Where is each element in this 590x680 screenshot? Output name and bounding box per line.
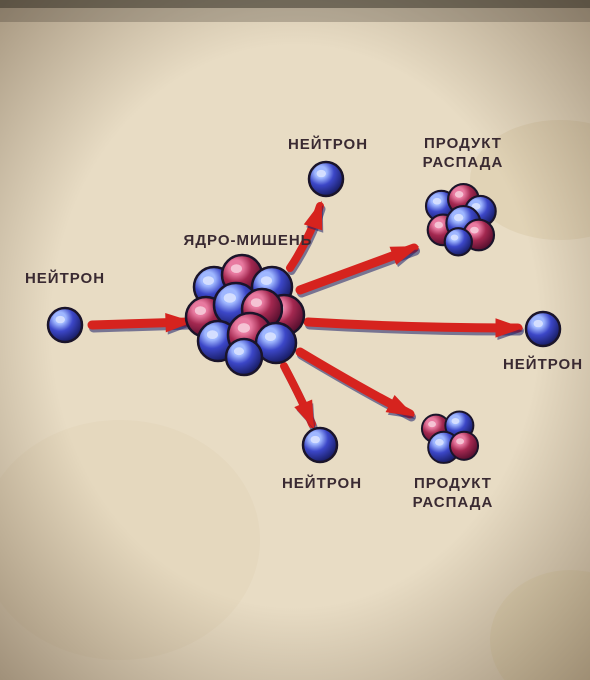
label-product_bot_1: ПРОДУКТ [414, 475, 492, 492]
label-product_bot_2: РАСПАДА [413, 494, 494, 511]
cluster-product_bottom [422, 411, 478, 462]
label-neutron_right: НЕЙТРОН [503, 355, 583, 373]
label-neutron_top: НЕЙТРОН [288, 135, 368, 153]
neutron-n_incoming [48, 308, 82, 342]
cluster-product_top-sphere-6 [445, 228, 472, 255]
label-incoming_neutron: НЕЙТРОН [25, 269, 105, 287]
neutron-n_right [526, 312, 560, 346]
label-product_top_1: ПРОДУКТ [424, 135, 502, 152]
cluster-target-sphere-10 [226, 339, 262, 375]
cluster-product_bottom-sphere-3 [450, 432, 478, 460]
neutron-n_bottom [303, 428, 337, 462]
label-product_top_2: РАСПАДА [423, 154, 504, 171]
label-target_nucleus: ЯДРО-МИШЕНЬ [184, 232, 313, 249]
fission-diagram: НЕЙТРОН ЯДРО-МИШЕНЬ НЕЙТРОН ПРОДУКТ РАСПАДА Н… [0, 0, 590, 680]
label-neutron_bottom: НЕЙТРОН [282, 474, 362, 492]
neutron-n_top [309, 162, 343, 196]
